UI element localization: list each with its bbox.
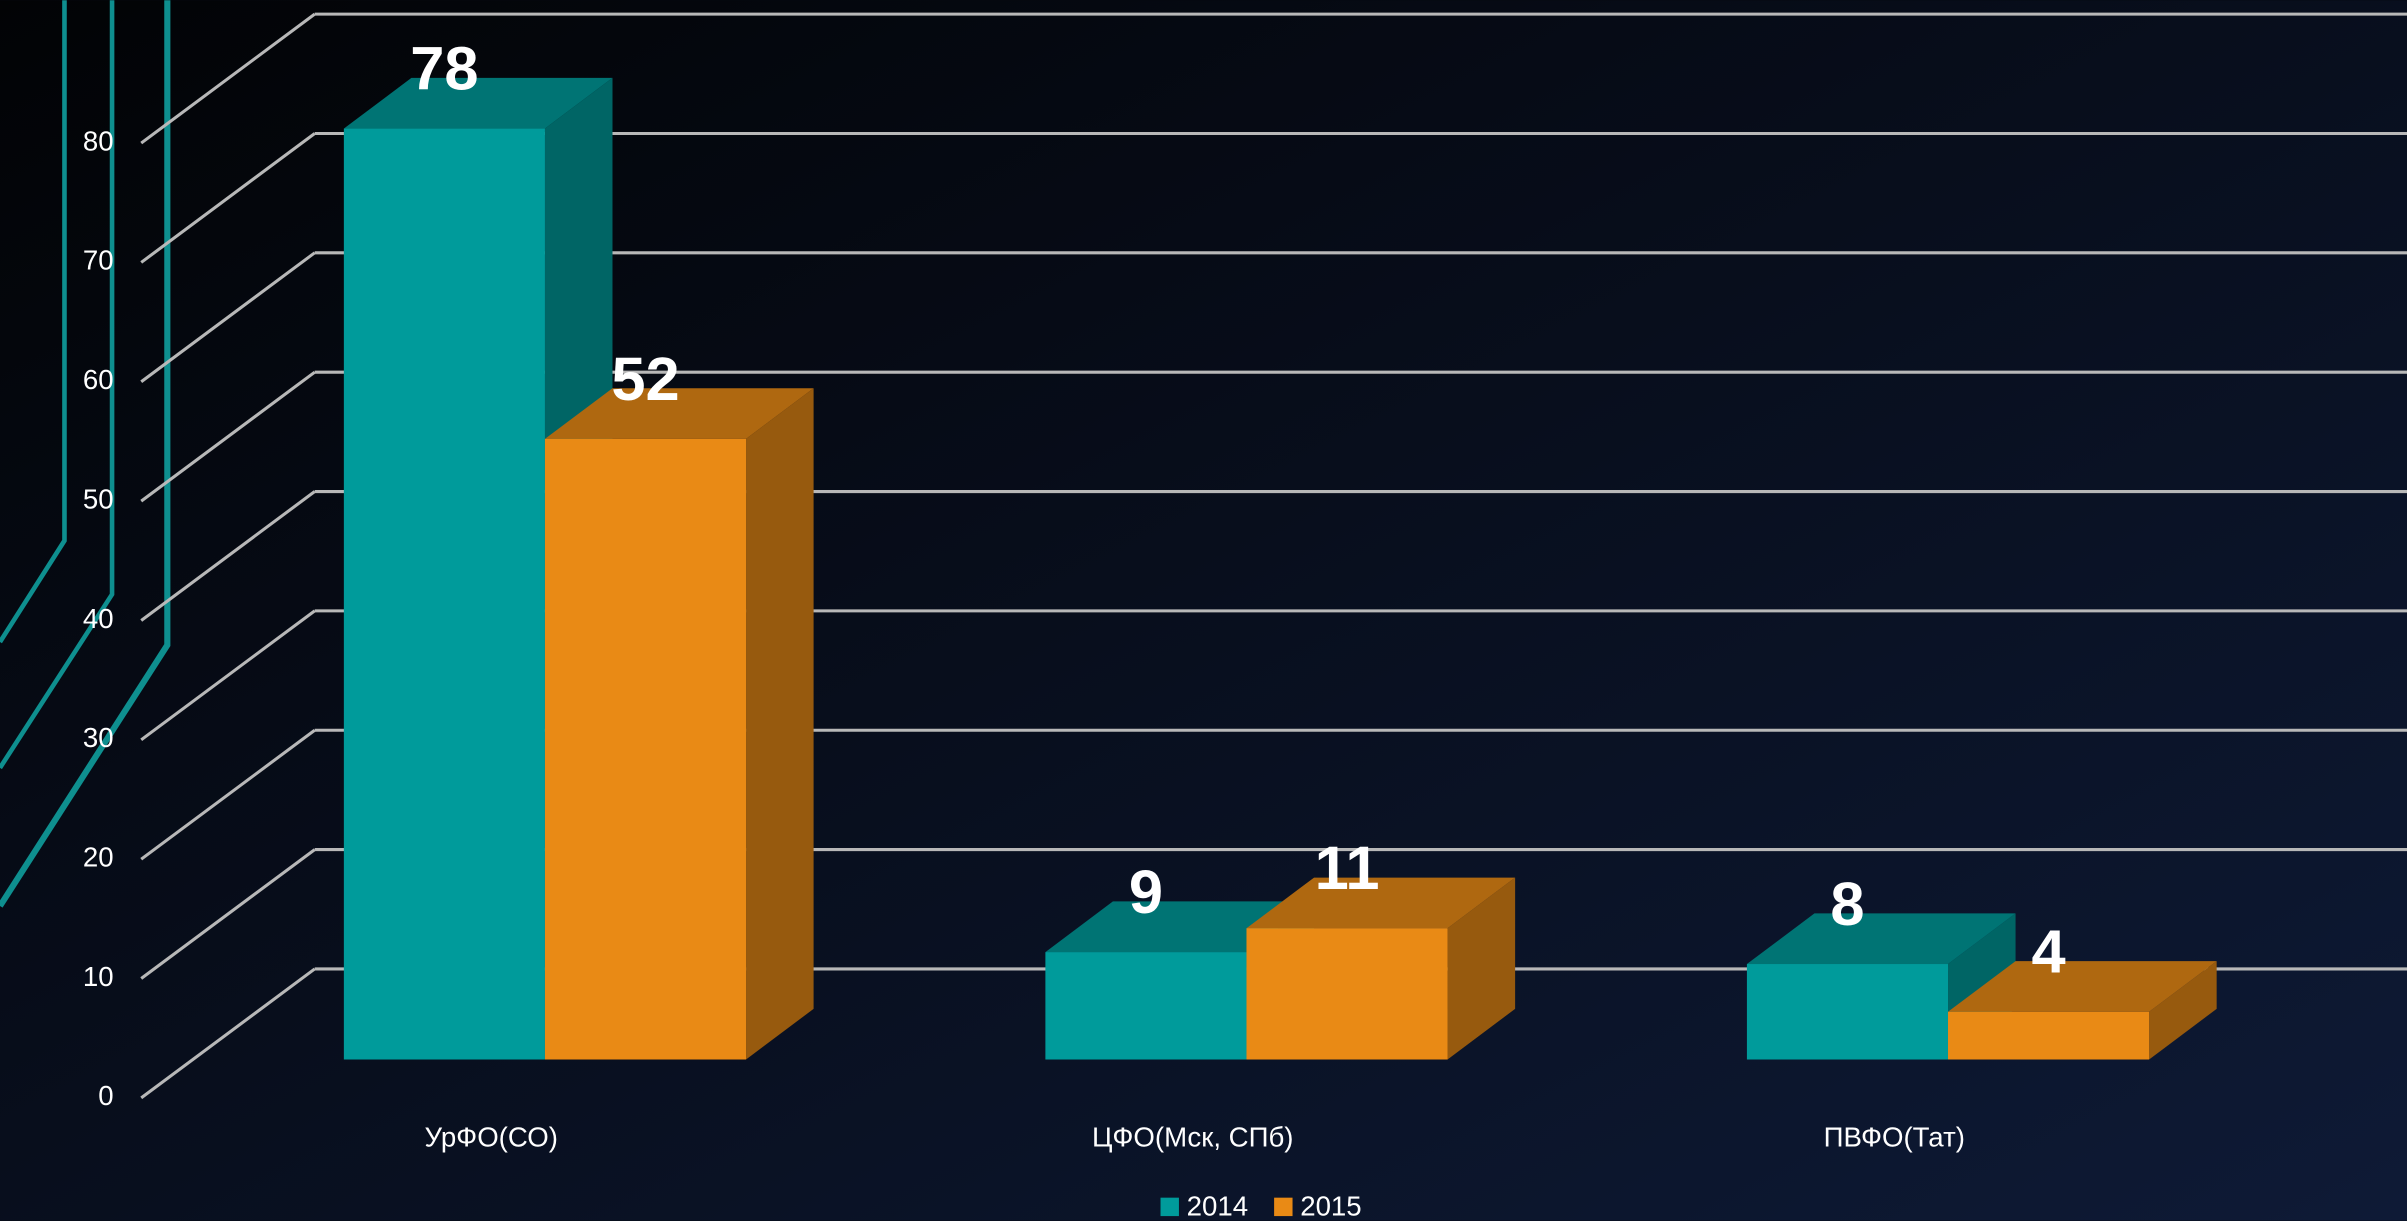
x-tick-label: УрФО(СО)	[425, 1122, 558, 1153]
grid-line-diagonal	[140, 370, 316, 503]
bar-side	[746, 388, 814, 1060]
legend-label: 2014	[1187, 1191, 1248, 1221]
bar	[1746, 964, 1949, 1060]
bar-top	[1948, 961, 2217, 1012]
y-tick-label: 70	[83, 245, 114, 276]
bar-top	[544, 388, 814, 439]
data-label: 52	[611, 345, 679, 414]
data-label: 11	[1315, 834, 1380, 903]
grid-line-diagonal	[140, 848, 316, 980]
grid-line-diagonal	[140, 12, 316, 145]
grid-line-diagonal	[140, 609, 316, 742]
bar	[343, 128, 545, 1060]
grid-line-diagonal	[140, 490, 316, 622]
bar-top	[1746, 913, 2016, 965]
decoration	[0, 0, 171, 908]
data-label: 4	[2031, 918, 2065, 987]
x-tick-label: ПВФО(Тат)	[1824, 1122, 1965, 1153]
bar-top	[343, 77, 613, 129]
y-tick-label: 80	[83, 125, 114, 156]
bar-side	[2149, 961, 2217, 1060]
bar	[544, 438, 747, 1060]
legend-swatch	[1274, 1197, 1293, 1217]
bar-side	[1447, 877, 1516, 1060]
data-label: 8	[1830, 870, 1864, 939]
y-tick-label: 30	[83, 722, 114, 753]
bar	[1948, 1011, 2150, 1060]
grid-line-diagonal	[140, 251, 316, 384]
bar-top	[1246, 877, 1516, 929]
legend-swatch	[1160, 1197, 1179, 1217]
y-tick-label: 60	[83, 364, 114, 395]
grid-line-diagonal	[140, 967, 316, 1100]
legend-label: 2015	[1300, 1191, 1361, 1221]
bar	[1246, 928, 1448, 1060]
grid-line-diagonal	[140, 132, 316, 264]
data-label: 9	[1129, 858, 1163, 927]
y-tick-label: 20	[83, 841, 114, 872]
y-tick-label: 10	[83, 961, 114, 992]
y-tick-label: 0	[98, 1080, 113, 1111]
grid-line-diagonal	[140, 729, 316, 861]
y-tick-label: 40	[83, 603, 114, 634]
y-tick-label: 50	[83, 483, 114, 514]
x-tick-label: ЦФО(Мск, СПб)	[1092, 1122, 1294, 1153]
data-label: 78	[410, 35, 478, 104]
bar	[1045, 952, 1247, 1060]
